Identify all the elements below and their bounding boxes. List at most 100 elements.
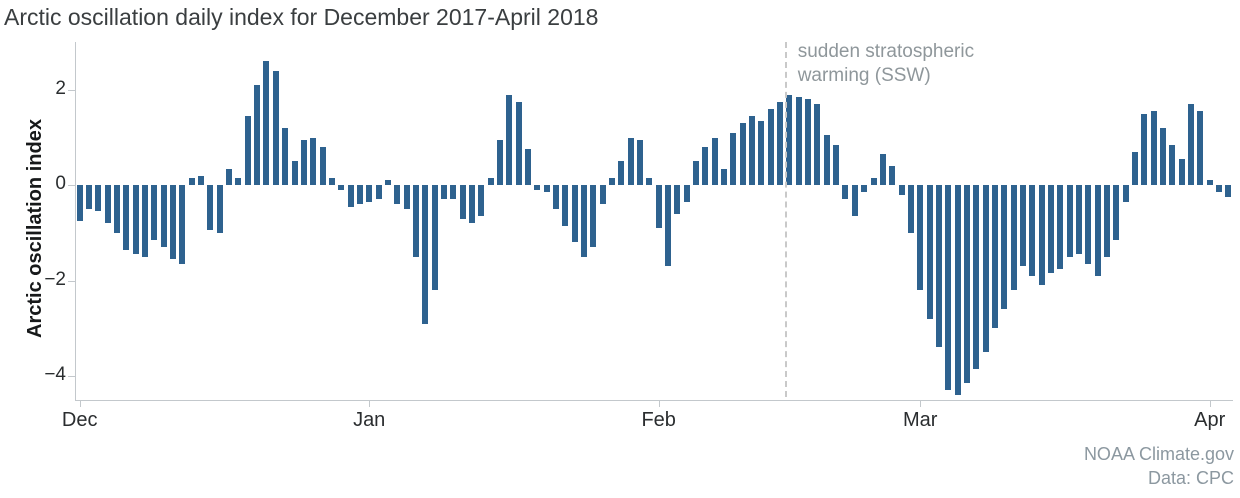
- bar: [655, 185, 662, 229]
- bar: [1150, 111, 1157, 186]
- bar: [581, 185, 587, 257]
- bar: [534, 185, 541, 190]
- bar: [300, 139, 307, 186]
- bar: [833, 144, 840, 186]
- bar: [758, 120, 765, 186]
- x-axis-line: [75, 400, 1233, 401]
- y-tick-label: −4: [44, 364, 66, 386]
- bar: [375, 185, 382, 200]
- x-tick-label: Dec: [61, 409, 98, 431]
- x-tick-mark: [920, 400, 922, 407]
- bar: [552, 185, 559, 210]
- bar: [431, 185, 438, 291]
- bar: [982, 185, 989, 353]
- bar: [1075, 185, 1082, 255]
- bar: [366, 185, 373, 202]
- bar: [76, 185, 83, 221]
- bar: [543, 185, 550, 193]
- y-tick-mark: [68, 185, 75, 187]
- bar: [646, 178, 653, 186]
- bar: [1131, 151, 1138, 186]
- bar: [1225, 185, 1232, 198]
- bar: [917, 185, 924, 291]
- bar: [487, 178, 494, 186]
- bar: [1057, 185, 1064, 269]
- bar: [170, 185, 177, 260]
- bar: [842, 185, 849, 200]
- bar: [823, 135, 830, 186]
- bar: [198, 175, 205, 186]
- bar: [1141, 113, 1148, 186]
- bar: [926, 185, 933, 319]
- bar: [459, 185, 466, 219]
- bar: [1029, 185, 1036, 276]
- bar: [1160, 127, 1166, 186]
- bar: [132, 185, 139, 255]
- bar: [627, 137, 634, 186]
- bar: [1178, 158, 1185, 186]
- bar: [814, 104, 821, 186]
- bar: [95, 185, 102, 212]
- bar: [898, 185, 905, 195]
- y-tick-label: 2: [55, 77, 66, 99]
- x-tick-label: Feb: [641, 409, 676, 431]
- bar: [86, 185, 92, 210]
- source-cpc: Data: CPC: [1147, 467, 1234, 488]
- bar: [338, 185, 345, 190]
- bar: [328, 178, 335, 186]
- bar: [1047, 185, 1054, 274]
- bar: [954, 185, 961, 396]
- bar: [506, 94, 513, 186]
- bar: [562, 185, 569, 226]
- bar: [515, 101, 522, 186]
- bar: [767, 108, 774, 186]
- x-tick-mark: [369, 400, 371, 407]
- y-tick-mark: [68, 280, 75, 282]
- bar: [394, 185, 401, 205]
- bar: [1169, 144, 1176, 186]
- bar: [282, 127, 289, 186]
- bar: [1113, 185, 1120, 241]
- bar: [889, 166, 896, 186]
- bar: [272, 70, 279, 186]
- bar: [786, 94, 793, 186]
- bar: [310, 137, 317, 186]
- source-credit: NOAA Climate.gov Data: CPC: [1084, 443, 1234, 490]
- bar: [123, 185, 130, 250]
- bar: [1010, 185, 1017, 291]
- bar: [693, 161, 699, 186]
- bar: [870, 178, 877, 186]
- bar: [347, 185, 354, 207]
- bar: [963, 185, 970, 384]
- bar: [1206, 180, 1213, 186]
- bar: [795, 96, 802, 186]
- bar: [1001, 185, 1008, 310]
- bar: [571, 185, 578, 243]
- bar: [1038, 185, 1045, 286]
- x-tick-label: Jan: [353, 409, 386, 431]
- bar: [356, 185, 363, 205]
- bar: [973, 185, 980, 369]
- bar: [114, 185, 120, 233]
- bar: [160, 185, 167, 248]
- bar: [403, 185, 410, 210]
- bar: [216, 185, 223, 233]
- x-tick-mark: [1209, 400, 1211, 407]
- bar: [1103, 185, 1110, 257]
- bar: [422, 185, 429, 324]
- bar: [263, 61, 270, 186]
- bar: [468, 185, 475, 224]
- bar: [151, 185, 158, 241]
- bar: [142, 185, 148, 257]
- bar: [637, 139, 643, 186]
- bar: [1197, 111, 1204, 186]
- bar: [683, 185, 690, 202]
- ssw-annotation-line2: warming (SSW): [797, 64, 931, 86]
- bar: [599, 185, 606, 205]
- ssw-dashed-line: [784, 42, 787, 397]
- bar: [319, 147, 326, 186]
- y-tick-label: −2: [44, 268, 66, 290]
- bar: [207, 185, 214, 231]
- bar: [235, 178, 242, 186]
